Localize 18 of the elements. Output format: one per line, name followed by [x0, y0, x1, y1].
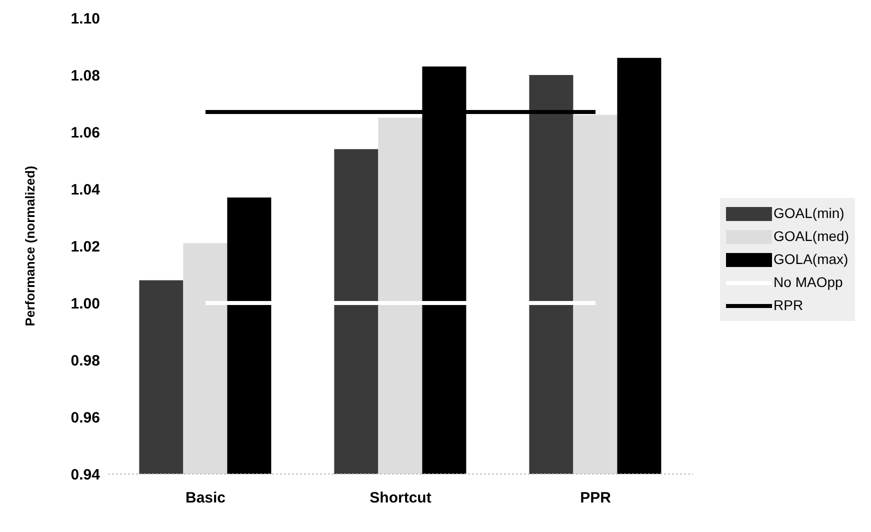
- y-tick-label: 1.04: [70, 181, 101, 198]
- y-tick-label: 1.06: [70, 124, 100, 142]
- y-tick-label: 0.96: [70, 409, 100, 426]
- y-axis-title: Performance (normalized): [22, 166, 38, 326]
- y-tick-label: 1.02: [70, 238, 100, 256]
- x-tick-label: Shortcut: [370, 490, 432, 507]
- legend-label: GOLA(max): [774, 250, 848, 269]
- x-tick-label: PPR: [580, 490, 612, 507]
- legend-label: RPR: [774, 296, 804, 315]
- y-tick-label: 1.10: [70, 10, 100, 28]
- y-tick-label: 0.98: [70, 352, 100, 370]
- y-tick-label: 1.08: [70, 67, 100, 84]
- y-tick-label: 1.00: [70, 295, 100, 312]
- x-tick-label: Basic: [185, 490, 226, 507]
- legend-label: No MAOpp: [774, 273, 843, 292]
- y-tick-label: 0.94: [70, 466, 101, 484]
- legend-label: GOAL(min): [774, 204, 844, 223]
- legend-label: GOAL(med): [774, 227, 849, 246]
